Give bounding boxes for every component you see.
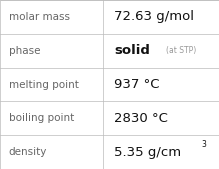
Text: boiling point: boiling point	[9, 113, 74, 123]
Text: 3: 3	[201, 140, 207, 149]
Text: density: density	[9, 147, 47, 157]
Text: phase: phase	[9, 46, 40, 56]
Text: 937 °C: 937 °C	[114, 78, 159, 91]
Text: 72.63 g/mol: 72.63 g/mol	[114, 10, 194, 23]
Text: 2830 °C: 2830 °C	[114, 112, 168, 125]
Text: melting point: melting point	[9, 79, 79, 90]
Text: molar mass: molar mass	[9, 12, 70, 22]
Text: 5.35 g/cm: 5.35 g/cm	[114, 146, 181, 159]
Text: (at STP): (at STP)	[166, 46, 196, 55]
Text: solid: solid	[114, 44, 150, 57]
